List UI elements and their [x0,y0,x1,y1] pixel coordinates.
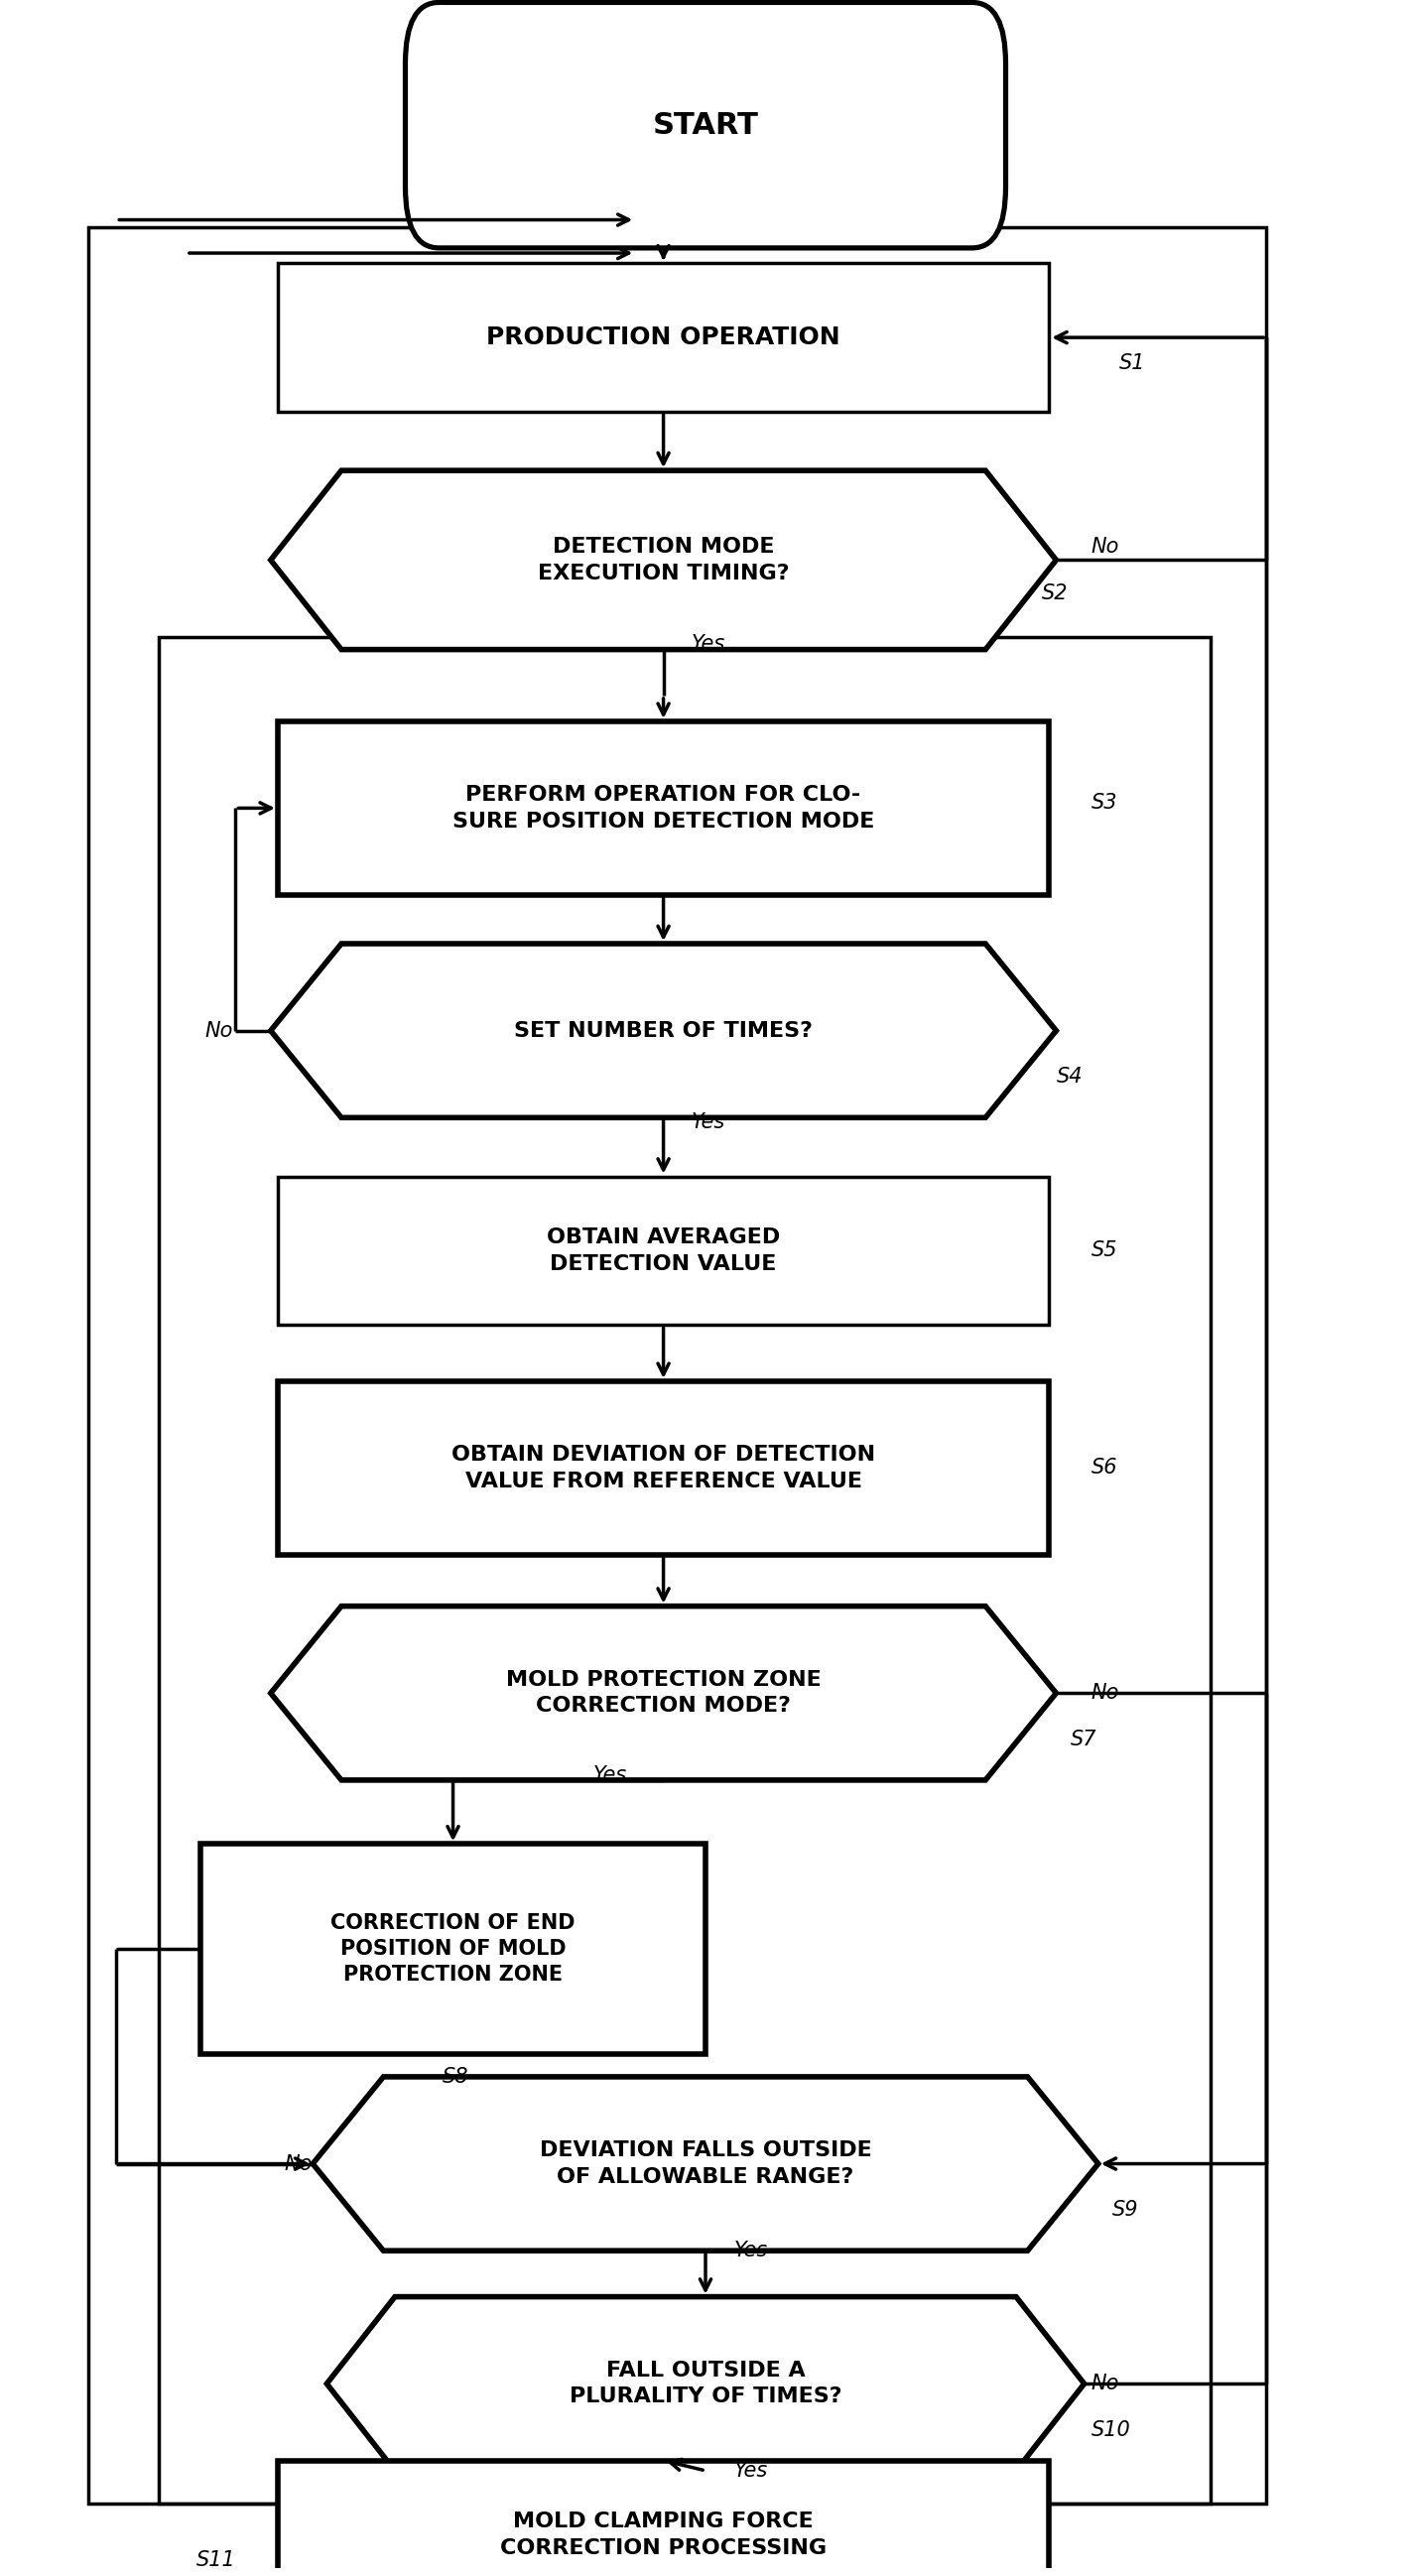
Text: Yes: Yes [734,2460,768,2481]
Text: No: No [1091,2375,1119,2393]
Text: MOLD CLAMPING FORCE
CORRECTION PROCESSING: MOLD CLAMPING FORCE CORRECTION PROCESSIN… [499,2512,827,2558]
Polygon shape [327,2298,1084,2470]
Text: MOLD PROTECTION ZONE
CORRECTION MODE?: MOLD PROTECTION ZONE CORRECTION MODE? [505,1669,821,1716]
Polygon shape [271,1607,1057,1780]
Text: S2: S2 [1043,582,1068,603]
Bar [89,227,1267,2504]
Polygon shape [271,471,1057,649]
Text: S11: S11 [196,2550,236,2571]
Bar [278,1381,1050,1556]
Text: No: No [285,2154,313,2174]
Text: S9: S9 [1112,2200,1139,2221]
Polygon shape [271,943,1057,1118]
Polygon shape [313,2076,1098,2251]
Text: S5: S5 [1091,1242,1118,1260]
Bar [158,636,1211,2504]
Text: S8: S8 [443,2066,468,2087]
Text: OBTAIN AVERAGED
DETECTION VALUE: OBTAIN AVERAGED DETECTION VALUE [546,1229,780,1273]
Text: OBTAIN DEVIATION OF DETECTION
VALUE FROM REFERENCE VALUE: OBTAIN DEVIATION OF DETECTION VALUE FROM… [452,1445,875,1492]
Text: No: No [1091,1682,1119,1703]
Text: DEVIATION FALLS OUTSIDE
OF ALLOWABLE RANGE?: DEVIATION FALLS OUTSIDE OF ALLOWABLE RAN… [539,2141,872,2187]
Text: DETECTION MODE
EXECUTION TIMING?: DETECTION MODE EXECUTION TIMING? [538,536,789,582]
Text: SET NUMBER OF TIMES?: SET NUMBER OF TIMES? [514,1020,813,1041]
Text: Yes: Yes [593,1765,628,1785]
Bar [278,1177,1050,1324]
Bar [278,263,1050,412]
Text: S10: S10 [1091,2419,1130,2439]
Text: Yes: Yes [734,2241,768,2262]
Text: No: No [1091,538,1119,556]
Text: S3: S3 [1091,793,1118,814]
Text: No: No [205,1020,233,1041]
Bar [278,2460,1050,2576]
Text: Yes: Yes [691,634,725,654]
Text: S6: S6 [1091,1458,1118,1479]
Text: S7: S7 [1070,1728,1096,1749]
Text: FALL OUTSIDE A
PLURALITY OF TIMES?: FALL OUTSIDE A PLURALITY OF TIMES? [569,2360,842,2406]
Bar [200,1844,706,2053]
Text: PRODUCTION OPERATION: PRODUCTION OPERATION [487,325,841,350]
Text: Yes: Yes [691,1113,725,1133]
Bar [278,721,1050,894]
FancyBboxPatch shape [405,3,1006,247]
Text: CORRECTION OF END
POSITION OF MOLD
PROTECTION ZONE: CORRECTION OF END POSITION OF MOLD PROTE… [330,1914,576,1986]
Text: S1: S1 [1119,353,1146,374]
Text: START: START [652,111,759,139]
Text: S4: S4 [1057,1066,1082,1087]
Text: PERFORM OPERATION FOR CLO-
SURE POSITION DETECTION MODE: PERFORM OPERATION FOR CLO- SURE POSITION… [453,786,875,832]
